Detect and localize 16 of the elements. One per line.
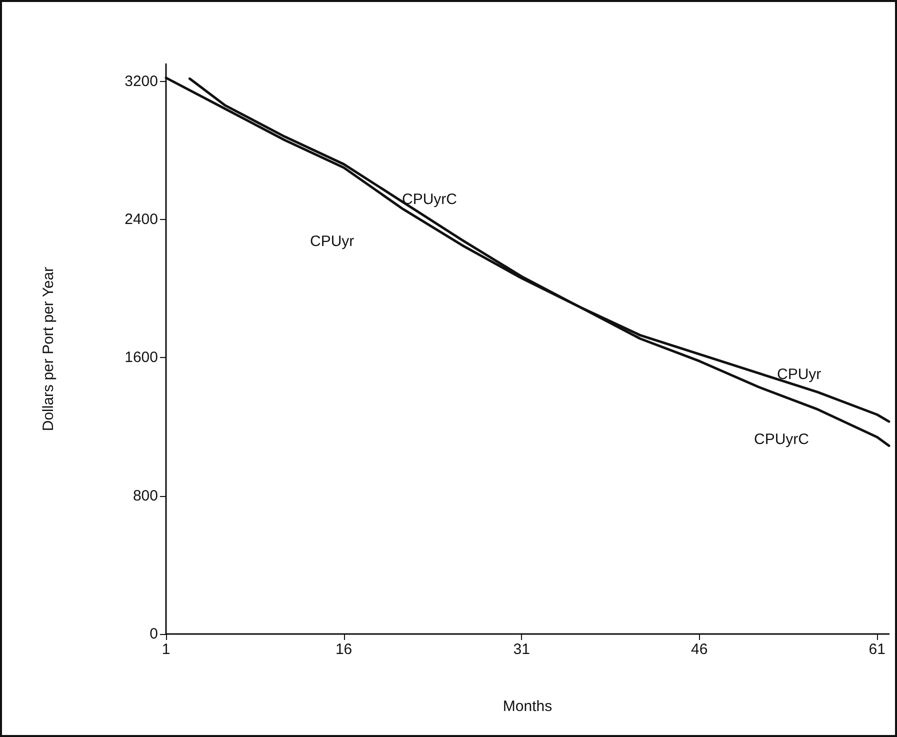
y-tick-label: 0: [150, 626, 158, 642]
y-tick-label: 1600: [124, 349, 158, 366]
y-tick-label: 2400: [124, 210, 158, 228]
x-tick-label: 61: [868, 641, 886, 658]
x-tick-label: 16: [335, 641, 352, 658]
x-tick-label: 31: [513, 641, 530, 658]
y-tick-label: 800: [132, 487, 158, 504]
annotation: CPUyr: [310, 233, 354, 250]
y-axis-title: Dollars per Port per Year: [40, 266, 57, 432]
x-tick-label: 46: [691, 641, 708, 658]
annotation: CPUyr: [777, 366, 822, 383]
annotation: CPUyrC: [402, 191, 458, 208]
x-axis-title: Months: [502, 698, 552, 715]
x-tick-label: 1: [162, 641, 170, 658]
y-tick-label: 3200: [124, 72, 158, 90]
annotation: CPUyrC: [754, 431, 810, 448]
